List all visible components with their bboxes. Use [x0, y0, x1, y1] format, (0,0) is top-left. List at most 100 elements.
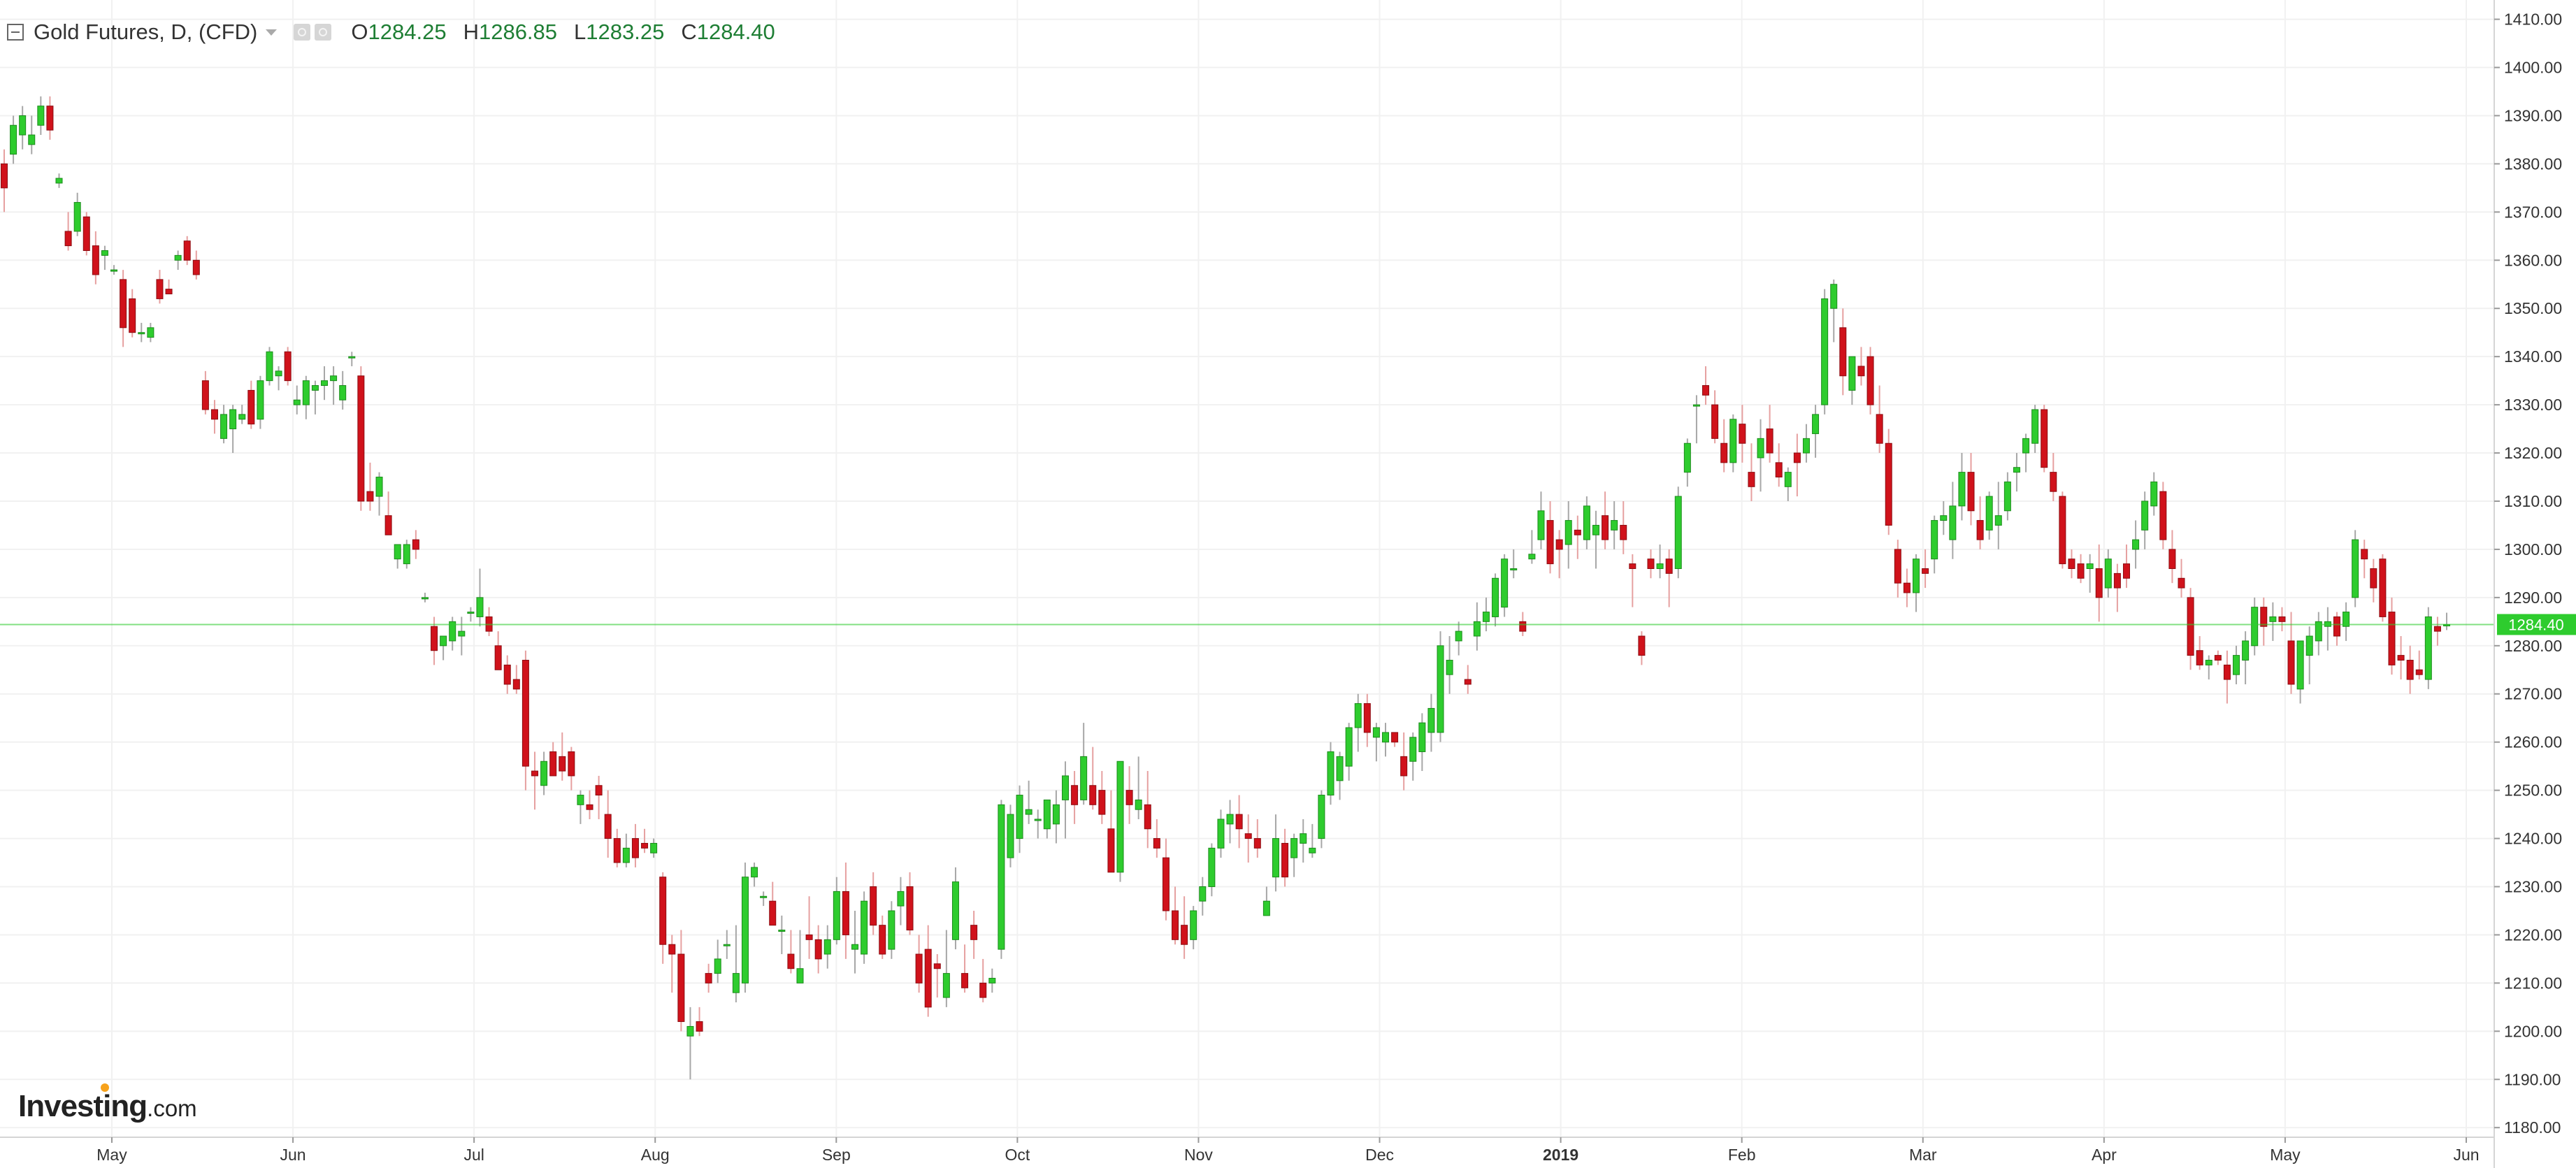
candle	[10, 115, 17, 164]
price-tick-label: 1190.00	[2504, 1070, 2561, 1088]
price-tick-label: 1180.00	[2504, 1118, 2561, 1137]
candle	[1638, 631, 1646, 665]
candle-body	[951, 881, 959, 940]
visibility-icon[interactable]	[294, 24, 311, 41]
price-tick-label: 1320.00	[2504, 444, 2562, 462]
candle	[1711, 390, 1719, 444]
candle-body	[1793, 452, 1801, 463]
price-axis-background[interactable]	[2495, 0, 2576, 1168]
time-tick-label: Nov	[1184, 1146, 1213, 1164]
candle-body	[101, 250, 108, 256]
candle	[92, 231, 99, 284]
time-axis[interactable]: May Jun Jul Aug Sep Oct Nov Dec 2019 Feb Mar Apr May…	[96, 1137, 2480, 1164]
candle	[1226, 800, 1234, 844]
candle	[192, 250, 200, 280]
candle	[494, 631, 502, 670]
candle-body	[714, 958, 721, 974]
candle	[174, 250, 182, 271]
candle	[1409, 732, 1417, 781]
candle	[1583, 496, 1590, 549]
candle-body	[1848, 356, 1856, 391]
candle-body	[1253, 838, 1261, 849]
investing-logo[interactable]: Investing.com	[18, 1083, 197, 1124]
time-tick-label: Dec	[1365, 1146, 1394, 1164]
candle-body	[2113, 572, 2121, 589]
candle	[2352, 530, 2359, 607]
candle	[2388, 597, 2396, 675]
candle	[732, 925, 740, 1002]
candle-body	[384, 515, 392, 535]
candle	[357, 366, 365, 511]
candle-body	[2041, 409, 2048, 468]
candle-body	[915, 953, 923, 983]
candle	[760, 891, 768, 907]
candle-body	[165, 289, 173, 295]
price-axis[interactable]: 1180.00 1190.00 1200.00 1210.00 1220.00 1230.…	[2494, 10, 2562, 1137]
time-tick-label: May	[2270, 1146, 2301, 1164]
candle	[220, 405, 228, 444]
settings-icon[interactable]	[315, 24, 332, 41]
grid-lines	[0, 0, 2494, 1137]
open-label: O	[351, 20, 368, 44]
candle-body	[2095, 568, 2103, 598]
candle	[1830, 279, 1838, 343]
candle	[1300, 819, 1307, 863]
candle-body	[861, 900, 868, 955]
candle	[2196, 636, 2203, 670]
candle-body	[1052, 804, 1060, 825]
candle-body	[375, 477, 383, 497]
candle	[568, 747, 575, 791]
candle-body	[1555, 539, 1563, 550]
candle-body	[1692, 404, 1700, 407]
time-tick-label: Oct	[1005, 1146, 1030, 1164]
price-tick-label: 1360.00	[2504, 251, 2562, 269]
open-value: 1284.25	[368, 20, 447, 44]
candle-body	[183, 240, 191, 261]
candle-body	[540, 760, 548, 786]
candle	[686, 1007, 694, 1080]
candle-body	[897, 891, 905, 907]
candle-body	[138, 332, 145, 335]
candle-body	[1437, 645, 1444, 733]
candle-body	[431, 626, 438, 651]
candle	[988, 968, 996, 993]
candle-body	[521, 659, 529, 767]
candle	[1336, 751, 1344, 800]
candle-body	[1913, 558, 1920, 593]
chart-legend: Gold Futures, D, (CFD) O1284.25 H1286.85…	[7, 17, 775, 48]
candle	[311, 380, 319, 414]
candle-body	[979, 982, 987, 998]
candle-body	[1683, 442, 1691, 473]
candle-body	[942, 973, 950, 998]
candle-body	[2242, 640, 2250, 661]
candle	[147, 322, 154, 343]
candle	[1071, 771, 1079, 824]
candle-body	[2424, 616, 2432, 680]
candle-body	[613, 838, 621, 863]
price-tick-label: 1390.00	[2504, 106, 2562, 124]
candle	[1857, 347, 1865, 386]
candle-body	[2379, 558, 2387, 617]
candle	[1976, 496, 1984, 549]
candle-body	[1409, 737, 1417, 762]
candle	[631, 823, 639, 867]
candle-body	[1309, 847, 1316, 853]
instrument-title[interactable]: Gold Futures, D, (CFD)	[34, 20, 258, 44]
candle	[2159, 482, 2167, 549]
candle-body	[302, 380, 310, 405]
logo-suffix: .com	[147, 1095, 197, 1121]
time-tick-label: Aug	[641, 1146, 670, 1164]
candle	[2406, 645, 2414, 694]
candle	[2104, 549, 2112, 598]
candle	[888, 901, 895, 959]
candle-body	[1922, 568, 1929, 574]
collapse-icon[interactable]	[7, 24, 24, 41]
candle	[622, 833, 630, 867]
dropdown-caret-icon[interactable]	[266, 29, 278, 36]
candle-body	[805, 934, 813, 940]
candle	[723, 930, 731, 959]
candle	[2059, 491, 2066, 569]
candle	[979, 958, 987, 1002]
candle	[2370, 558, 2377, 603]
